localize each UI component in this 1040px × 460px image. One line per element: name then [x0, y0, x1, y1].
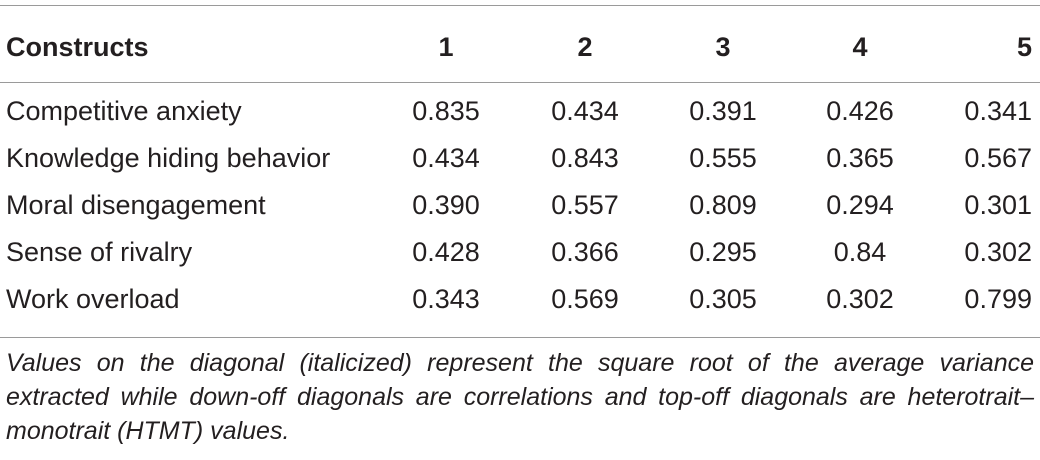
header-col-2: 2 — [577, 32, 593, 62]
table-cell: 0.809 — [689, 190, 757, 220]
table-cell: 0.567 — [964, 143, 1032, 173]
header-col-1: 1 — [438, 32, 454, 62]
table-cell: 0.555 — [689, 143, 757, 173]
table-cell: 0.302 — [964, 237, 1032, 267]
table-cell: 0.366 — [551, 237, 619, 267]
header-rule — [0, 82, 1040, 83]
row-label: Work overload — [6, 284, 180, 314]
table-row: Competitive anxiety 0.835 0.434 0.391 0.… — [0, 88, 1040, 135]
table-cell: 0.84 — [833, 237, 887, 267]
row-label: Competitive anxiety — [6, 96, 242, 126]
row-label: Knowledge hiding behavior — [6, 143, 331, 173]
table-cell: 0.434 — [551, 96, 619, 126]
row-label: Moral disengagement — [6, 190, 266, 220]
table-cell: 0.305 — [689, 284, 757, 314]
bottom-rule — [0, 337, 1040, 338]
top-rule — [0, 5, 1040, 6]
table-cell: 0.391 — [689, 96, 757, 126]
table-cell: 0.390 — [412, 190, 480, 220]
table-row: Knowledge hiding behavior 0.434 0.843 0.… — [0, 135, 1040, 182]
table-cell: 0.294 — [826, 190, 894, 220]
table-cell: 0.557 — [551, 190, 619, 220]
table-row: Sense of rivalry 0.428 0.366 0.295 0.84 … — [0, 229, 1040, 276]
table-cell: 0.341 — [964, 96, 1032, 126]
table-cell: 0.428 — [412, 237, 480, 267]
row-label: Sense of rivalry — [6, 237, 193, 267]
table-cell: 0.295 — [689, 237, 757, 267]
table-row: Moral disengagement 0.390 0.557 0.809 0.… — [0, 182, 1040, 229]
header-col-3: 3 — [715, 32, 731, 62]
table-cell: 0.434 — [412, 143, 480, 173]
header-constructs: Constructs — [6, 32, 149, 62]
table-cell: 0.569 — [551, 284, 619, 314]
table-cell: 0.365 — [826, 143, 894, 173]
table-cell: 0.843 — [551, 143, 619, 173]
header-col-4: 4 — [852, 32, 868, 62]
table-cell: 0.835 — [412, 96, 480, 126]
table-cell: 0.302 — [826, 284, 894, 314]
table-cell: 0.301 — [964, 190, 1032, 220]
table-footnote: Values on the diagonal (italicized) repr… — [6, 349, 1034, 445]
header-col-5: 5 — [1016, 32, 1032, 62]
table-cell: 0.343 — [412, 284, 480, 314]
table-header-row: Constructs 1 2 3 4 5 — [0, 6, 1040, 82]
table-row: Work overload 0.343 0.569 0.305 0.302 0.… — [0, 276, 1040, 323]
table-cell: 0.426 — [826, 96, 894, 126]
table-cell: 0.799 — [964, 284, 1032, 314]
